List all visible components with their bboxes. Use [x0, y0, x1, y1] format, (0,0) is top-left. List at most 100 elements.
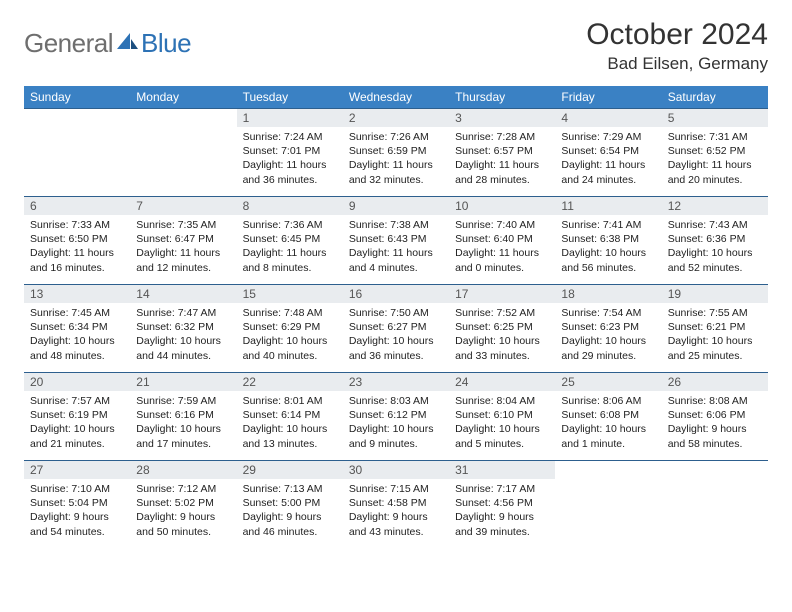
- daylight-line: Daylight: 10 hours and 52 minutes.: [668, 246, 762, 274]
- daylight-line: Daylight: 10 hours and 40 minutes.: [243, 334, 337, 362]
- day-details: Sunrise: 7:57 AMSunset: 6:19 PMDaylight:…: [24, 391, 130, 453]
- sunrise-line: Sunrise: 7:15 AM: [349, 482, 443, 496]
- daylight-line: Daylight: 11 hours and 16 minutes.: [30, 246, 124, 274]
- day-details: Sunrise: 7:29 AMSunset: 6:54 PMDaylight:…: [555, 127, 661, 189]
- daylight-line: Daylight: 10 hours and 56 minutes.: [561, 246, 655, 274]
- sunset-line: Sunset: 6:43 PM: [349, 232, 443, 246]
- calendar-cell: 16Sunrise: 7:50 AMSunset: 6:27 PMDayligh…: [343, 285, 449, 373]
- day-number: 15: [237, 285, 343, 303]
- sunset-line: Sunset: 6:21 PM: [668, 320, 762, 334]
- sunset-line: Sunset: 6:59 PM: [349, 144, 443, 158]
- calendar-cell: 19Sunrise: 7:55 AMSunset: 6:21 PMDayligh…: [662, 285, 768, 373]
- sunset-line: Sunset: 6:14 PM: [243, 408, 337, 422]
- day-details: Sunrise: 7:28 AMSunset: 6:57 PMDaylight:…: [449, 127, 555, 189]
- daylight-line: Daylight: 10 hours and 13 minutes.: [243, 422, 337, 450]
- daylight-line: Daylight: 10 hours and 36 minutes.: [349, 334, 443, 362]
- sunrise-line: Sunrise: 7:31 AM: [668, 130, 762, 144]
- day-number: 9: [343, 197, 449, 215]
- day-number: 23: [343, 373, 449, 391]
- day-header: Saturday: [662, 86, 768, 109]
- daylight-line: Daylight: 10 hours and 29 minutes.: [561, 334, 655, 362]
- calendar-cell: 3Sunrise: 7:28 AMSunset: 6:57 PMDaylight…: [449, 109, 555, 197]
- sunset-line: Sunset: 6:57 PM: [455, 144, 549, 158]
- day-header: Monday: [130, 86, 236, 109]
- sunrise-line: Sunrise: 7:57 AM: [30, 394, 124, 408]
- daylight-line: Daylight: 11 hours and 20 minutes.: [668, 158, 762, 186]
- header: General Blue October 2024 Bad Eilsen, Ge…: [24, 18, 768, 74]
- day-number: 10: [449, 197, 555, 215]
- sunset-line: Sunset: 6:10 PM: [455, 408, 549, 422]
- daylight-line: Daylight: 11 hours and 32 minutes.: [349, 158, 443, 186]
- day-details: Sunrise: 7:41 AMSunset: 6:38 PMDaylight:…: [555, 215, 661, 277]
- daylight-line: Daylight: 11 hours and 8 minutes.: [243, 246, 337, 274]
- day-details: Sunrise: 7:54 AMSunset: 6:23 PMDaylight:…: [555, 303, 661, 365]
- sunrise-line: Sunrise: 7:12 AM: [136, 482, 230, 496]
- calendar-week-row: 20Sunrise: 7:57 AMSunset: 6:19 PMDayligh…: [24, 373, 768, 461]
- daylight-line: Daylight: 10 hours and 5 minutes.: [455, 422, 549, 450]
- sunrise-line: Sunrise: 7:36 AM: [243, 218, 337, 232]
- calendar-cell: 5Sunrise: 7:31 AMSunset: 6:52 PMDaylight…: [662, 109, 768, 197]
- daylight-line: Daylight: 9 hours and 39 minutes.: [455, 510, 549, 538]
- day-number: 31: [449, 461, 555, 479]
- sunrise-line: Sunrise: 7:48 AM: [243, 306, 337, 320]
- day-number: 30: [343, 461, 449, 479]
- calendar-cell: 31Sunrise: 7:17 AMSunset: 4:56 PMDayligh…: [449, 461, 555, 549]
- daylight-line: Daylight: 10 hours and 44 minutes.: [136, 334, 230, 362]
- day-details: Sunrise: 7:50 AMSunset: 6:27 PMDaylight:…: [343, 303, 449, 365]
- sunrise-line: Sunrise: 7:41 AM: [561, 218, 655, 232]
- sunset-line: Sunset: 6:12 PM: [349, 408, 443, 422]
- calendar-cell: 6Sunrise: 7:33 AMSunset: 6:50 PMDaylight…: [24, 197, 130, 285]
- daylight-line: Daylight: 10 hours and 25 minutes.: [668, 334, 762, 362]
- day-number: 3: [449, 109, 555, 127]
- sunrise-line: Sunrise: 7:28 AM: [455, 130, 549, 144]
- day-details: Sunrise: 7:59 AMSunset: 6:16 PMDaylight:…: [130, 391, 236, 453]
- daylight-line: Daylight: 9 hours and 46 minutes.: [243, 510, 337, 538]
- day-number: 18: [555, 285, 661, 303]
- day-header: Wednesday: [343, 86, 449, 109]
- calendar-week-row: 13Sunrise: 7:45 AMSunset: 6:34 PMDayligh…: [24, 285, 768, 373]
- day-header-row: Sunday Monday Tuesday Wednesday Thursday…: [24, 86, 768, 109]
- day-number: 29: [237, 461, 343, 479]
- sunrise-line: Sunrise: 7:33 AM: [30, 218, 124, 232]
- day-details: Sunrise: 7:47 AMSunset: 6:32 PMDaylight:…: [130, 303, 236, 365]
- calendar-cell: [555, 461, 661, 549]
- daylight-line: Daylight: 9 hours and 43 minutes.: [349, 510, 443, 538]
- calendar-cell: 9Sunrise: 7:38 AMSunset: 6:43 PMDaylight…: [343, 197, 449, 285]
- calendar-cell: 21Sunrise: 7:59 AMSunset: 6:16 PMDayligh…: [130, 373, 236, 461]
- sunrise-line: Sunrise: 7:55 AM: [668, 306, 762, 320]
- sunset-line: Sunset: 6:27 PM: [349, 320, 443, 334]
- sunset-line: Sunset: 6:29 PM: [243, 320, 337, 334]
- day-details: Sunrise: 7:43 AMSunset: 6:36 PMDaylight:…: [662, 215, 768, 277]
- day-number: 21: [130, 373, 236, 391]
- day-details: Sunrise: 7:55 AMSunset: 6:21 PMDaylight:…: [662, 303, 768, 365]
- sunrise-line: Sunrise: 8:04 AM: [455, 394, 549, 408]
- sunset-line: Sunset: 5:00 PM: [243, 496, 337, 510]
- day-details: Sunrise: 7:35 AMSunset: 6:47 PMDaylight:…: [130, 215, 236, 277]
- daylight-line: Daylight: 10 hours and 1 minute.: [561, 422, 655, 450]
- calendar-cell: 17Sunrise: 7:52 AMSunset: 6:25 PMDayligh…: [449, 285, 555, 373]
- daylight-line: Daylight: 9 hours and 58 minutes.: [668, 422, 762, 450]
- sunset-line: Sunset: 6:34 PM: [30, 320, 124, 334]
- day-details: Sunrise: 7:48 AMSunset: 6:29 PMDaylight:…: [237, 303, 343, 365]
- day-number: 17: [449, 285, 555, 303]
- daylight-line: Daylight: 10 hours and 21 minutes.: [30, 422, 124, 450]
- day-number: 4: [555, 109, 661, 127]
- day-details: Sunrise: 7:36 AMSunset: 6:45 PMDaylight:…: [237, 215, 343, 277]
- day-number: 27: [24, 461, 130, 479]
- sunset-line: Sunset: 7:01 PM: [243, 144, 337, 158]
- calendar-cell: 13Sunrise: 7:45 AMSunset: 6:34 PMDayligh…: [24, 285, 130, 373]
- day-details: Sunrise: 7:40 AMSunset: 6:40 PMDaylight:…: [449, 215, 555, 277]
- sunset-line: Sunset: 6:19 PM: [30, 408, 124, 422]
- day-number: 28: [130, 461, 236, 479]
- day-number: 20: [24, 373, 130, 391]
- day-number: 11: [555, 197, 661, 215]
- daylight-line: Daylight: 11 hours and 36 minutes.: [243, 158, 337, 186]
- calendar-cell: [130, 109, 236, 197]
- daylight-line: Daylight: 11 hours and 12 minutes.: [136, 246, 230, 274]
- day-header: Tuesday: [237, 86, 343, 109]
- calendar-cell: [662, 461, 768, 549]
- day-details: Sunrise: 7:12 AMSunset: 5:02 PMDaylight:…: [130, 479, 236, 541]
- sunrise-line: Sunrise: 7:24 AM: [243, 130, 337, 144]
- sunrise-line: Sunrise: 7:59 AM: [136, 394, 230, 408]
- calendar-cell: 29Sunrise: 7:13 AMSunset: 5:00 PMDayligh…: [237, 461, 343, 549]
